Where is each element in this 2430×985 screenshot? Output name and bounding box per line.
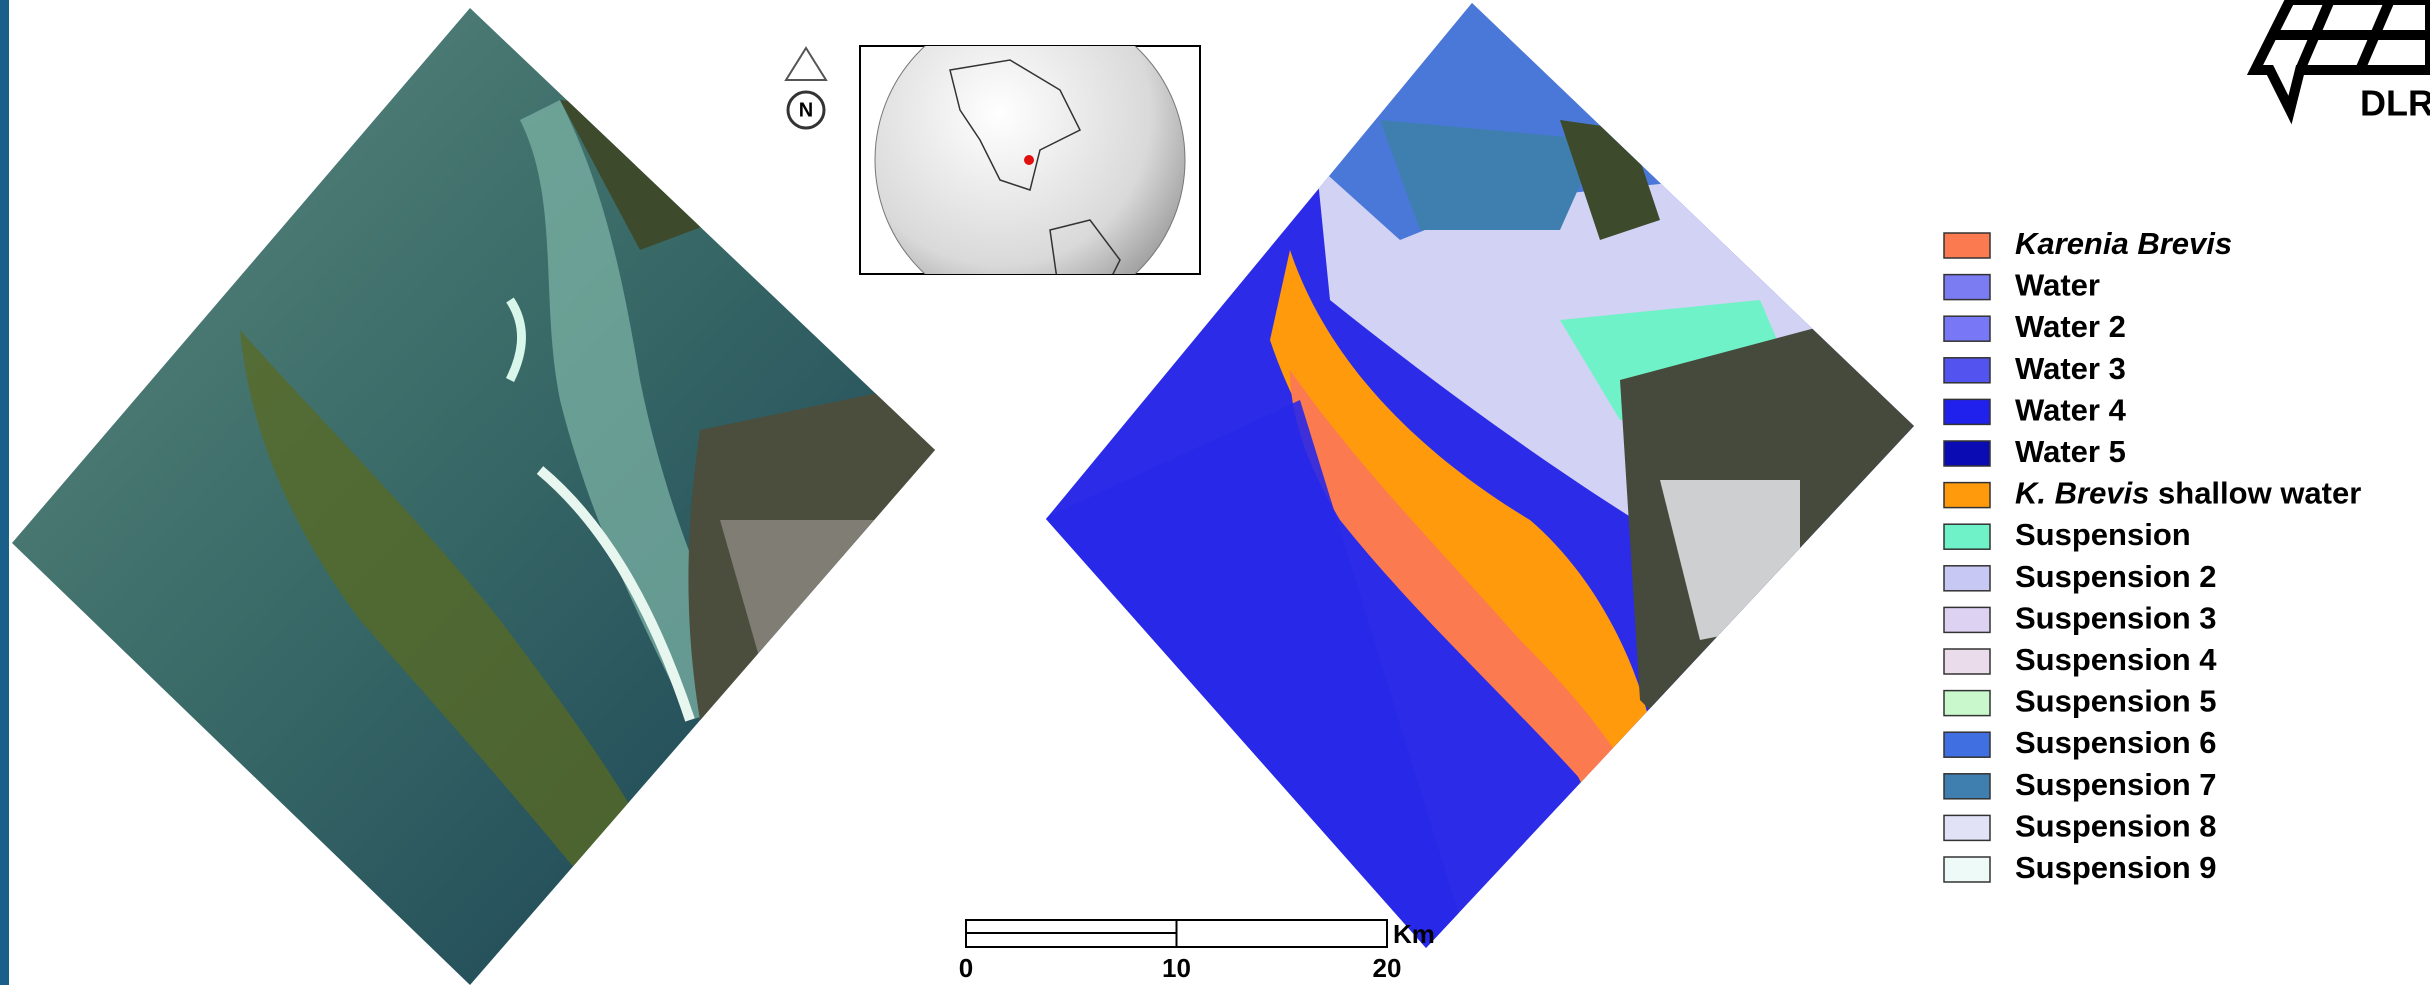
legend-label-part: Karenia Brevis — [2015, 226, 2232, 261]
scale-label: 10 — [1162, 953, 1191, 983]
north-label: N — [799, 99, 813, 121]
locator-inset — [860, 5, 1200, 315]
legend-label: Water — [2015, 268, 2100, 303]
legend-swatch — [1944, 732, 1990, 757]
legend-label-part: Suspension 8 — [2015, 809, 2217, 844]
legend-label: Suspension 2 — [2015, 559, 2217, 594]
legend-label: Suspension 6 — [2015, 725, 2217, 760]
legend-swatch — [1944, 399, 1990, 424]
legend-swatch — [1944, 441, 1990, 466]
legend-label-part: Suspension 6 — [2015, 725, 2217, 760]
figure: N DLR 0 10 20 Km Karenia Brevis Water Water 2… — [0, 0, 2430, 985]
legend-label: Suspension 8 — [2015, 809, 2217, 844]
legend-swatch — [1944, 566, 1990, 591]
legend-swatch — [1944, 774, 1990, 799]
legend-label-part: Suspension — [2015, 517, 2191, 552]
legend-swatch — [1944, 358, 1990, 383]
legend-label-part: Suspension 4 — [2015, 642, 2217, 677]
legend-swatch — [1944, 316, 1990, 341]
legend-swatch — [1944, 483, 1990, 508]
legend-label: Suspension 4 — [2015, 642, 2217, 677]
legend-label: Water 3 — [2015, 351, 2126, 386]
legend-label-part: Water 5 — [2015, 434, 2126, 469]
legend-label-part: Water 3 — [2015, 351, 2126, 386]
legend-label-part: Water 2 — [2015, 309, 2126, 344]
legend-label: Water 5 — [2015, 434, 2126, 469]
legend-label-part: Suspension 2 — [2015, 559, 2217, 594]
legend-label-part: K. Brevis — [2015, 476, 2149, 511]
legend-label: Water 4 — [2015, 393, 2127, 428]
legend-swatch — [1944, 233, 1990, 258]
legend-label-part: Suspension 9 — [2015, 850, 2217, 885]
legend: Karenia Brevis Water Water 2 Water 3 Water 4… — [1944, 226, 2361, 885]
legend-swatch — [1944, 691, 1990, 716]
legend-label: Suspension — [2015, 517, 2191, 552]
legend-label: Suspension 9 — [2015, 850, 2217, 885]
legend-swatch — [1944, 857, 1990, 882]
side-stripe — [0, 0, 9, 985]
legend-label: Suspension 5 — [2015, 684, 2217, 719]
legend-label-part: Water 4 — [2015, 393, 2127, 428]
legend-label: Suspension 3 — [2015, 601, 2217, 636]
legend-label-part: Suspension 7 — [2015, 767, 2217, 802]
scale-label: 20 — [1373, 953, 1402, 983]
satellite-image — [0, 0, 940, 985]
legend-swatch — [1944, 275, 1990, 300]
legend-label: Suspension 7 — [2015, 767, 2217, 802]
north-arrow: N — [786, 48, 826, 128]
legend-label: Water 2 — [2015, 309, 2126, 344]
location-dot — [1024, 155, 1034, 165]
legend-swatch — [1944, 815, 1990, 840]
logo-text: DLR — [2360, 83, 2430, 124]
legend-swatch — [1944, 607, 1990, 632]
legend-label: K. Brevis shallow water — [2015, 476, 2361, 511]
scale-bar: 0 10 20 Km — [959, 919, 1435, 983]
legend-swatch — [1944, 524, 1990, 549]
legend-label-part: Water — [2015, 268, 2100, 303]
legend-label-part: Suspension 3 — [2015, 601, 2217, 636]
scale-unit: Km — [1393, 919, 1435, 949]
scale-label: 0 — [959, 953, 973, 983]
legend-label-part: Suspension 5 — [2015, 684, 2217, 719]
legend-swatch — [1944, 649, 1990, 674]
logo: DLR — [2255, 0, 2430, 124]
legend-label: Karenia Brevis — [2015, 226, 2232, 261]
legend-label-part: shallow water — [2149, 476, 2361, 511]
